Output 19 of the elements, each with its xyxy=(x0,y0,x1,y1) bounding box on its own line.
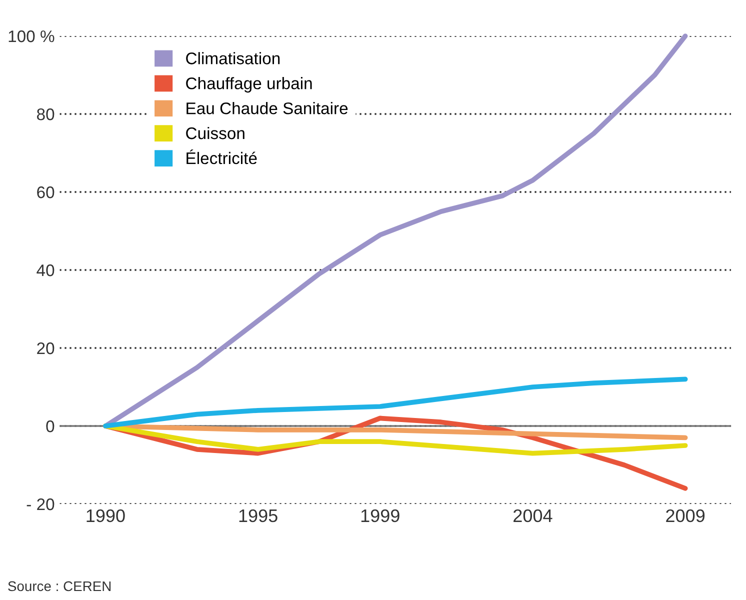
legend-label: Eau Chaude Sanitaire xyxy=(186,102,348,114)
y-tick-label: 60 xyxy=(37,186,54,198)
legend-label: Climatisation xyxy=(186,52,280,64)
x-tick-label: 2004 xyxy=(514,509,552,522)
legend-label: Électricité xyxy=(186,150,257,164)
y-tick-label: 40 xyxy=(36,264,54,276)
y-tick-label: 100 % xyxy=(8,30,54,42)
x-tick-label: 1999 xyxy=(361,509,400,522)
y-tick-label: - 20 xyxy=(26,498,54,510)
x-tick-label: 2009 xyxy=(666,509,705,522)
x-tick-label: 1995 xyxy=(239,509,278,522)
y-tick-label: 20 xyxy=(37,342,54,354)
legend-label: Cuisson xyxy=(186,126,244,140)
y-tick-label: 80 xyxy=(37,108,54,120)
x-tick-label: 1990 xyxy=(86,509,125,522)
y-tick-label: 0 xyxy=(46,420,54,432)
source-note: Source : CEREN xyxy=(8,581,111,592)
line-series xyxy=(103,376,688,428)
legend-label: Chauffage urbain xyxy=(186,77,312,93)
